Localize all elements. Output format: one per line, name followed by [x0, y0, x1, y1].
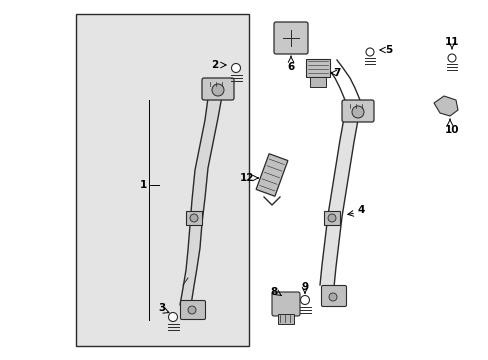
Circle shape: [212, 84, 224, 96]
FancyBboxPatch shape: [271, 292, 299, 316]
FancyBboxPatch shape: [273, 22, 307, 54]
Bar: [76, 14, 249, 346]
Bar: [305, 59, 329, 77]
Circle shape: [231, 63, 240, 72]
Circle shape: [327, 214, 335, 222]
Text: 7: 7: [332, 68, 340, 78]
FancyBboxPatch shape: [180, 301, 205, 320]
Text: 6: 6: [287, 62, 294, 72]
Text: 8: 8: [270, 287, 278, 297]
FancyBboxPatch shape: [341, 100, 373, 122]
Polygon shape: [256, 154, 287, 196]
Circle shape: [328, 293, 336, 301]
Text: 9: 9: [301, 282, 308, 292]
Circle shape: [365, 48, 373, 56]
Text: 12: 12: [239, 173, 253, 183]
Bar: [185, 211, 202, 225]
Circle shape: [190, 214, 198, 222]
Circle shape: [351, 106, 363, 118]
Polygon shape: [319, 118, 357, 287]
Circle shape: [300, 296, 309, 305]
Text: 3: 3: [158, 303, 165, 313]
Polygon shape: [433, 96, 457, 116]
Text: 5: 5: [384, 45, 391, 55]
FancyBboxPatch shape: [321, 285, 346, 306]
Circle shape: [168, 312, 177, 321]
Text: 2: 2: [211, 60, 218, 70]
Text: 11: 11: [444, 37, 458, 47]
Text: 10: 10: [444, 125, 458, 135]
Text: 4: 4: [357, 205, 365, 215]
Text: 1: 1: [140, 180, 147, 190]
Polygon shape: [180, 96, 222, 305]
Circle shape: [187, 306, 196, 314]
Bar: [278, 314, 293, 324]
Bar: [324, 211, 339, 225]
Bar: [309, 77, 325, 87]
Circle shape: [447, 54, 455, 62]
FancyBboxPatch shape: [202, 78, 234, 100]
